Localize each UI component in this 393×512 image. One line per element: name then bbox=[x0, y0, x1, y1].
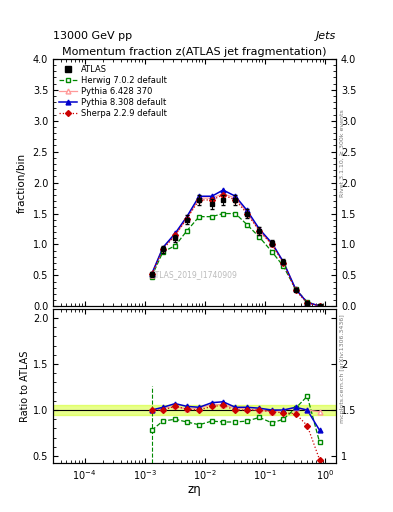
Y-axis label: fraction/bin: fraction/bin bbox=[17, 153, 27, 212]
Text: ATLAS_2019_I1740909: ATLAS_2019_I1740909 bbox=[151, 270, 238, 279]
Text: Rivet 3.1.10, ≥ 300k events: Rivet 3.1.10, ≥ 300k events bbox=[340, 110, 345, 198]
Bar bbox=[53, 406, 336, 415]
Title: Momentum fraction z(ATLAS jet fragmentation): Momentum fraction z(ATLAS jet fragmentat… bbox=[62, 47, 327, 57]
Text: Jets: Jets bbox=[316, 31, 336, 41]
Legend: ATLAS, Herwig 7.0.2 default, Pythia 6.428 370, Pythia 8.308 default, Sherpa 2.2.: ATLAS, Herwig 7.0.2 default, Pythia 6.42… bbox=[57, 63, 168, 120]
Text: 13000 GeV pp: 13000 GeV pp bbox=[53, 31, 132, 41]
Text: mcplots.cern.ch [arXiv:1306.3436]: mcplots.cern.ch [arXiv:1306.3436] bbox=[340, 314, 345, 423]
Y-axis label: Ratio to ATLAS: Ratio to ATLAS bbox=[20, 350, 30, 422]
X-axis label: zη: zη bbox=[188, 483, 201, 497]
